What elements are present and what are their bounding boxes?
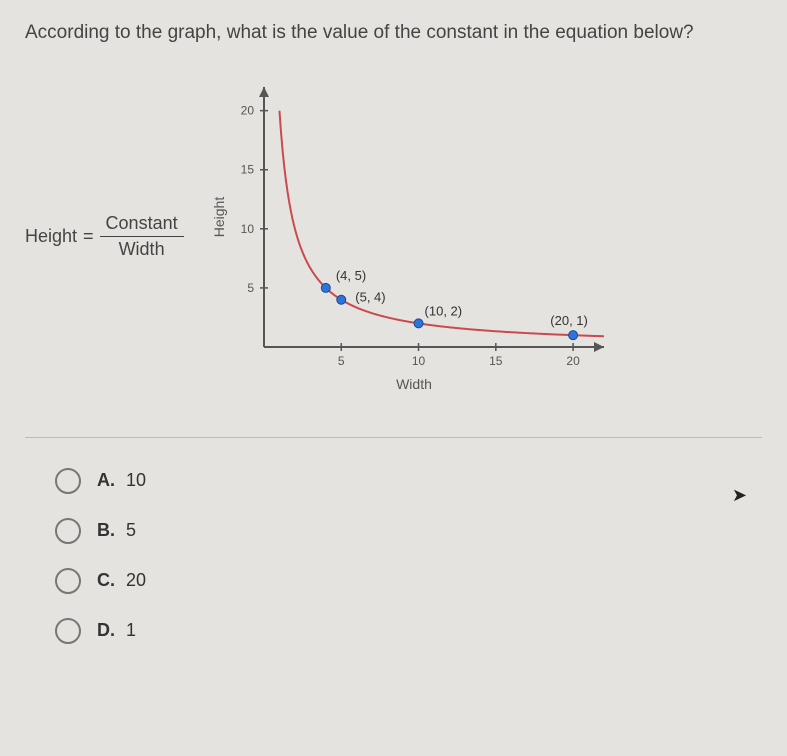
content-row: Height = Constant Width 5 10 15 20 5 10 15 20 Wi… — [25, 77, 762, 397]
option-letter: C. — [97, 570, 115, 590]
svg-text:20: 20 — [566, 354, 580, 368]
svg-text:Width: Width — [396, 376, 432, 392]
equation: Height = Constant Width — [25, 213, 184, 260]
radio-icon[interactable] — [55, 468, 81, 494]
answer-options: A. 10 B. 5 C. 20 D. 1 — [25, 468, 762, 644]
svg-text:10: 10 — [411, 354, 425, 368]
cursor-icon: ➤ — [732, 485, 747, 506]
option-label: C. 20 — [97, 570, 146, 591]
divider — [25, 437, 762, 438]
answer-option[interactable]: C. 20 — [55, 568, 762, 594]
radio-icon[interactable] — [55, 518, 81, 544]
answer-option[interactable]: D. 1 — [55, 618, 762, 644]
equation-denominator: Width — [119, 237, 165, 260]
option-text: 10 — [121, 470, 146, 490]
equation-eq: = — [83, 226, 94, 247]
option-letter: A. — [97, 470, 115, 490]
option-letter: D. — [97, 620, 115, 640]
option-text: 20 — [121, 570, 146, 590]
svg-text:15: 15 — [489, 354, 503, 368]
svg-text:5: 5 — [247, 281, 254, 295]
radio-icon[interactable] — [55, 568, 81, 594]
equation-numerator: Constant — [100, 213, 184, 237]
question-text: According to the graph, what is the valu… — [25, 20, 762, 47]
radio-icon[interactable] — [55, 618, 81, 644]
option-label: D. 1 — [97, 620, 136, 641]
svg-text:10: 10 — [240, 221, 254, 235]
option-text: 5 — [121, 520, 136, 540]
svg-text:Height: Height — [211, 196, 227, 237]
svg-text:(5, 4): (5, 4) — [355, 289, 385, 304]
svg-text:20: 20 — [240, 103, 254, 117]
answer-option[interactable]: A. 10 — [55, 468, 762, 494]
svg-text:5: 5 — [338, 354, 345, 368]
option-label: A. 10 — [97, 470, 146, 491]
svg-text:15: 15 — [240, 162, 254, 176]
option-label: B. 5 — [97, 520, 136, 541]
equation-lhs: Height — [25, 226, 77, 247]
svg-text:(4, 5): (4, 5) — [335, 268, 365, 283]
chart-svg: 5 10 15 20 5 10 15 20 Width Height (4, 5) (5, 4) (10… — [204, 77, 624, 397]
equation-fraction: Constant Width — [100, 213, 184, 260]
option-letter: B. — [97, 520, 115, 540]
answer-option[interactable]: B. 5 — [55, 518, 762, 544]
svg-text:(20, 1): (20, 1) — [550, 313, 588, 328]
option-text: 1 — [121, 620, 136, 640]
svg-text:(10, 2): (10, 2) — [424, 303, 462, 318]
chart: 5 10 15 20 5 10 15 20 Width Height (4, 5) (5, 4) (10… — [204, 77, 624, 397]
